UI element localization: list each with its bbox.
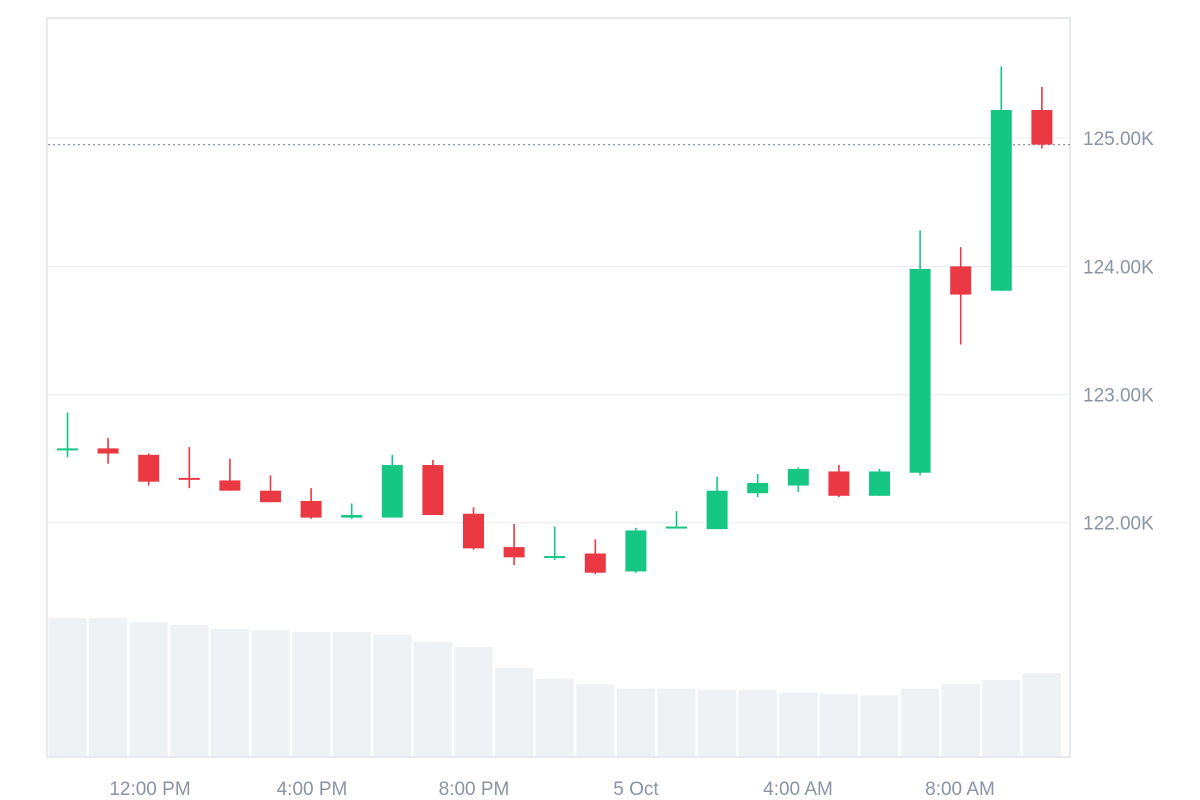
volume-bar [251,630,290,756]
x-tick-label: 8:00 AM [925,779,995,800]
volume-bar [454,646,493,756]
candle [300,488,322,519]
candle-body [341,515,363,518]
volume-bar [819,693,858,756]
volume-bar [738,689,777,756]
candle [503,524,525,566]
candle-body [260,490,281,503]
candle-body [584,553,606,573]
candle [341,503,363,519]
x-tick-label: 4:00 AM [763,779,833,800]
candle-body [747,482,769,494]
candle [990,66,1012,291]
volume-bar [657,688,696,756]
candle [869,468,890,496]
volume-bar [170,624,209,756]
x-tick-label: 4:00 PM [277,779,348,800]
volume-bar [48,618,87,756]
candle [57,412,78,458]
volume-bar [901,688,940,756]
candle [544,526,566,560]
candle [138,453,160,486]
candle-body [381,465,403,518]
candle [909,230,931,476]
volume-bar [860,695,899,756]
candle-body [666,526,687,529]
candle-body [828,471,850,496]
candle [625,527,647,573]
volume-bar [779,692,818,756]
candle [666,511,687,529]
candle-body [544,556,566,559]
volume-bar [616,688,655,756]
y-tick-label: 123.00K [1083,386,1154,407]
volume-bar [495,667,534,756]
volume-bar [373,634,412,756]
candle-body [706,490,728,530]
volume-bar [413,641,452,756]
volume-bar [698,689,737,756]
candle-body [138,454,160,482]
y-tick-label: 122.00K [1083,514,1154,535]
candle-body [990,110,1012,291]
candle [1031,86,1053,149]
candle-body [219,480,241,491]
x-axis: 12:00 PM 4:00 PM 8:00 PM 5 Oct 4:00 AM 8… [109,779,995,800]
volume-bar [210,629,249,756]
candle [97,438,119,464]
candle-body [57,448,78,451]
x-tick-label: 8:00 PM [439,779,510,800]
candle [463,507,484,550]
candle-body [1031,110,1053,145]
candle-body [463,513,484,549]
candle-body [97,448,119,454]
volume-bar [89,618,128,756]
y-axis: 122.00K 123.00K 124.00K 125.00K [1083,129,1154,535]
candle-body [787,468,809,486]
candle-body [300,500,322,518]
candle [260,475,281,503]
x-tick-label: 5 Oct [613,779,659,800]
volume-bar [292,631,331,756]
candle-body [178,477,200,480]
candle-body [625,530,647,572]
candle [584,539,606,574]
candle-body [869,471,890,496]
volume-bar [332,631,371,756]
plot-frame [46,17,1071,758]
y-tick-label: 124.00K [1083,257,1154,278]
volume-bar [1022,673,1061,756]
candle [950,247,972,345]
volume-bars [48,618,1061,756]
x-tick-label: 12:00 PM [109,779,190,800]
candle-body [503,547,525,558]
candle [828,465,850,498]
volume-bar [129,622,168,756]
volume-bar [535,678,574,756]
candle-body [909,268,931,473]
candle [747,474,769,498]
candle [219,458,241,491]
volume-bar [982,680,1021,756]
y-tick-label: 125.00K [1083,129,1154,150]
candle [706,476,728,530]
candle [178,447,200,489]
candle [381,454,403,518]
volume-bar [576,684,615,756]
candle-body [950,266,972,295]
candle [422,459,444,516]
candle [787,467,809,492]
candles [57,66,1053,574]
volume-bar [941,684,980,756]
candle-body [422,465,444,516]
grid-lines [48,137,1070,524]
